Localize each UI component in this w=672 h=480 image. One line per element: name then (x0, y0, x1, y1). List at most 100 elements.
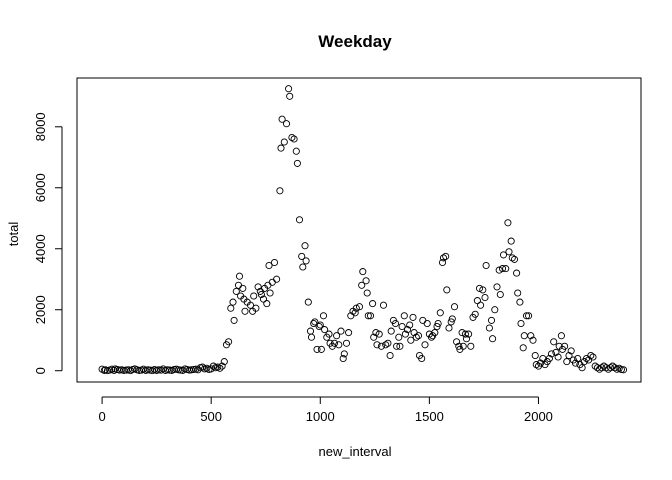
data-point (527, 332, 535, 340)
data-point (531, 351, 539, 360)
data-point (225, 338, 233, 346)
data-point (427, 333, 436, 341)
data-point (270, 258, 279, 267)
data-point (491, 306, 499, 314)
data-point (513, 269, 521, 277)
data-point (510, 255, 519, 263)
data-point (561, 342, 569, 350)
data-point (571, 359, 580, 367)
data-point (557, 332, 565, 340)
data-point (363, 289, 371, 297)
data-point (477, 301, 485, 309)
data-point (465, 330, 473, 338)
data-point (473, 297, 481, 305)
data-point (292, 147, 300, 155)
data-point (498, 265, 507, 273)
data-point (529, 336, 537, 344)
data-point (257, 290, 265, 299)
y-axis: 0 2000 4000 6000 8000 (33, 112, 63, 374)
data-point (578, 364, 586, 372)
data-point (502, 265, 510, 273)
data-point (514, 289, 522, 297)
data-point (593, 364, 601, 372)
data-point (325, 330, 333, 338)
data-point (252, 304, 260, 312)
data-point (489, 335, 497, 343)
data-point (301, 242, 309, 250)
data-point (375, 330, 383, 338)
data-points (98, 85, 628, 375)
data-point (406, 321, 414, 329)
data-point (359, 268, 367, 276)
data-point (487, 316, 496, 324)
data-point (377, 342, 385, 350)
data-point (423, 319, 431, 328)
x-tick-label: 2000 (524, 409, 553, 424)
data-point (386, 351, 394, 360)
data-point (453, 338, 461, 346)
data-point (563, 358, 571, 366)
data-point (379, 301, 388, 309)
data-point (285, 85, 293, 93)
data-point (532, 361, 540, 369)
data-point (554, 353, 562, 361)
data-point (401, 330, 409, 338)
data-point (358, 281, 366, 289)
data-point (421, 341, 429, 349)
x-tick-label: 1000 (306, 409, 335, 424)
data-point (278, 115, 286, 123)
data-point (565, 351, 573, 360)
data-point (259, 295, 268, 303)
data-point (475, 284, 484, 292)
y-tick-label: 4000 (33, 234, 48, 263)
y-tick-label: 0 (33, 367, 48, 374)
data-point (459, 342, 467, 350)
chart-title: Weekday (318, 32, 392, 51)
data-point (431, 329, 439, 337)
data-point (589, 353, 597, 361)
data-point (351, 309, 359, 317)
data-point (550, 338, 558, 346)
data-point (516, 298, 524, 306)
data-point (519, 344, 527, 352)
x-tick-label: 0 (98, 409, 105, 424)
data-point (276, 187, 284, 195)
data-point (100, 366, 108, 374)
data-point (471, 310, 479, 318)
data-point (313, 345, 321, 353)
data-point (235, 272, 244, 280)
data-point (340, 350, 348, 358)
data-point (254, 283, 262, 291)
data-point (266, 289, 274, 297)
data-point (442, 252, 450, 260)
data-point (317, 345, 325, 353)
data-point (250, 292, 258, 300)
data-point (433, 322, 441, 331)
data-point (339, 354, 347, 363)
data-point (522, 312, 531, 320)
x-tick-label: 1500 (415, 409, 444, 424)
data-point (304, 298, 312, 306)
data-point (307, 333, 316, 341)
data-point (525, 312, 533, 320)
data-point (220, 358, 228, 366)
data-point (230, 316, 238, 324)
data-point (311, 318, 319, 326)
data-point (545, 354, 553, 363)
y-tick-label: 8000 (33, 112, 48, 141)
data-point (302, 257, 310, 265)
data-point (450, 303, 459, 311)
data-point (414, 332, 423, 340)
data-point (310, 319, 318, 328)
data-point (505, 248, 513, 256)
data-point (190, 365, 198, 374)
data-point (434, 319, 442, 328)
data-point (395, 333, 403, 341)
data-point (229, 298, 237, 306)
data-point (455, 342, 463, 350)
data-point (467, 342, 475, 350)
data-point (499, 251, 508, 259)
data-point (364, 312, 372, 320)
data-point (290, 135, 298, 143)
